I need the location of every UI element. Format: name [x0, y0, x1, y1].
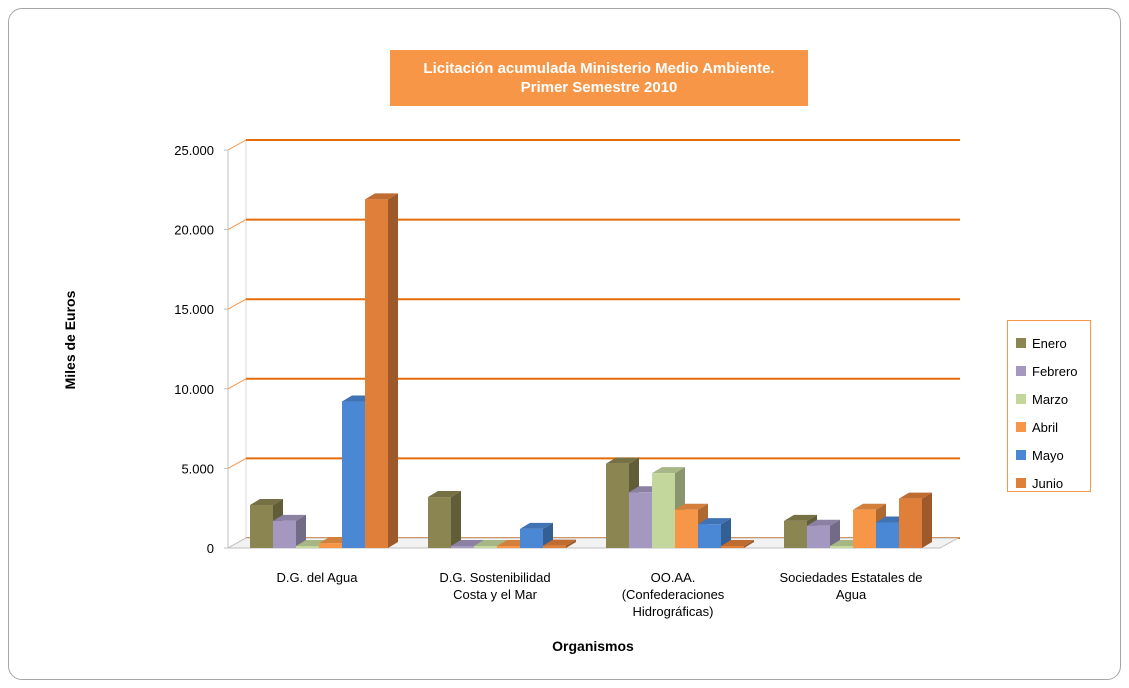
bar-marzo: [474, 546, 497, 548]
legend-swatch: [1016, 450, 1026, 460]
bar-febrero: [273, 520, 296, 548]
x-tick-label: D.G. del Agua: [277, 570, 359, 585]
bar-top-abril: [853, 503, 886, 510]
bar-top-marzo: [474, 540, 507, 546]
y-tick-label: 5.000: [181, 461, 214, 476]
y-tick-label: 10.000: [174, 382, 214, 397]
bar-mayo: [520, 528, 543, 548]
bar-enero: [428, 497, 451, 548]
legend-item: Abril: [1008, 413, 1090, 441]
legend: Enero Febrero Marzo Abril Mayo Junio: [1007, 320, 1091, 492]
x-tick-label: Sociedades Estatales de: [779, 570, 922, 585]
bar-junio: [543, 545, 566, 548]
legend-label: Marzo: [1032, 391, 1069, 407]
legend-item: Febrero: [1008, 357, 1090, 385]
bar-junio: [721, 546, 744, 548]
legend-label: Junio: [1032, 475, 1064, 491]
legend-item: Mayo: [1008, 441, 1090, 469]
bar-abril: [319, 543, 342, 548]
bar-top-enero: [606, 457, 639, 464]
legend-swatch: [1016, 394, 1026, 404]
chart-subtitle: Primer Semestre 2010: [520, 79, 678, 96]
y-tick-label: 0: [207, 541, 214, 556]
bar-febrero: [629, 492, 652, 548]
bar-junio: [365, 199, 388, 549]
bar-enero: [606, 463, 629, 548]
bar-top-febrero: [273, 514, 306, 521]
bar-side-junio: [388, 193, 398, 549]
legend-swatch: [1016, 338, 1026, 348]
x-axis-label: Organismos: [552, 638, 634, 654]
bar-mayo: [342, 401, 365, 548]
bar-abril: [675, 509, 698, 548]
bar-top-febrero: [807, 519, 840, 526]
bar-side-junio: [922, 492, 932, 548]
legend-label: Enero: [1032, 335, 1067, 351]
bar-side-junio: [566, 539, 576, 548]
bar-side-mayo: [721, 518, 731, 548]
bar-febrero: [451, 546, 474, 548]
x-tick-label: OO.AA.: [651, 570, 696, 585]
bar-top-junio: [365, 193, 398, 200]
bar-top-mayo: [520, 522, 553, 529]
wall-grid-segment: [227, 219, 247, 231]
legend-swatch: [1016, 422, 1026, 432]
bar-marzo: [830, 546, 853, 548]
legend-swatch: [1016, 478, 1026, 488]
bar-enero: [250, 505, 273, 548]
y-tick-label: 20.000: [174, 223, 214, 238]
chart-frame: [8, 8, 1121, 680]
bar-marzo: [652, 473, 675, 548]
bar-junio: [899, 498, 922, 548]
wall-grid-segment: [227, 139, 247, 151]
x-tick-label: D.G. Sostenibilidad: [439, 570, 550, 585]
bar-enero: [784, 520, 807, 548]
bar-mayo: [876, 522, 899, 548]
bar-mayo: [698, 524, 721, 548]
bar-abril: [497, 546, 520, 548]
bar-top-enero: [784, 514, 817, 521]
bar-top-febrero: [451, 540, 484, 546]
bar-top-mayo: [698, 518, 731, 525]
bar-side-febrero: [830, 519, 840, 548]
bar-top-junio: [721, 540, 754, 546]
bar-top-abril: [675, 503, 708, 510]
bar-side-junio: [744, 540, 754, 548]
bar-abril: [853, 509, 876, 548]
legend-item: Junio: [1008, 469, 1090, 497]
x-tick-label: (Confederaciones: [622, 587, 725, 602]
bar-marzo: [296, 546, 319, 548]
wall-grid-segment: [227, 378, 247, 390]
x-tick-label: Hidrográficas): [633, 604, 714, 619]
bar-side-enero: [451, 491, 461, 548]
legend-item: Marzo: [1008, 385, 1090, 413]
y-tick-label: 25.000: [174, 143, 214, 158]
wall-grid-segment: [227, 298, 247, 310]
bar-top-junio: [543, 539, 576, 546]
legend-label: Abril: [1032, 419, 1059, 435]
chart-title-box: Licitación acumulada Ministerio Medio Am…: [390, 50, 808, 106]
bar-side-febrero: [296, 514, 306, 548]
bar-top-enero: [250, 499, 283, 506]
x-tick-label: Costa y el Mar: [453, 587, 537, 602]
legend-label: Mayo: [1032, 447, 1064, 463]
bar-top-enero: [428, 491, 461, 498]
chart-title: Licitación acumulada Ministerio Medio Am…: [423, 60, 775, 77]
bar-febrero: [807, 525, 830, 548]
legend-item: Enero: [1008, 329, 1090, 357]
bar-top-marzo: [652, 467, 685, 474]
legend-swatch: [1016, 366, 1026, 376]
wall-grid-segment: [227, 457, 247, 469]
legend-label: Febrero: [1032, 363, 1078, 379]
x-tick-label: Agua: [836, 587, 867, 602]
bar-top-junio: [899, 492, 932, 499]
y-tick-label: 15.000: [174, 302, 214, 317]
y-axis-label: Miles de Euros: [62, 290, 78, 390]
